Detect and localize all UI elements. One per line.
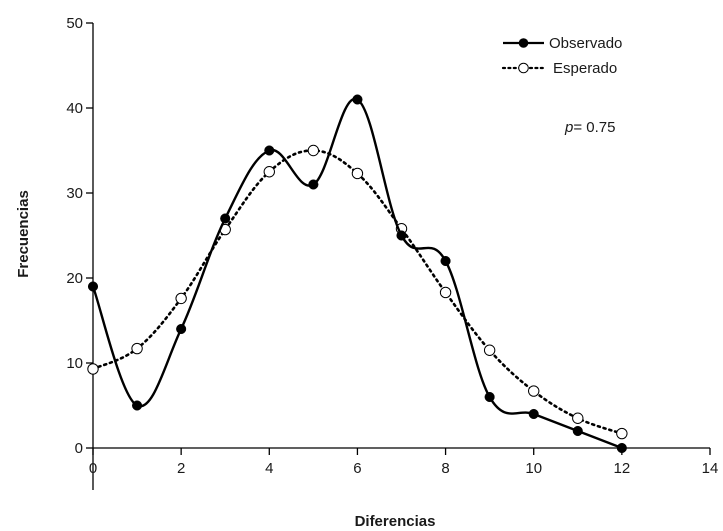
data-point-observado (528, 408, 539, 420)
x-tick-label: 14 (702, 460, 719, 477)
y-tick-label: 50 (66, 15, 83, 32)
legend-item-esperado: Esperado (501, 60, 617, 77)
data-point-observado (264, 145, 275, 156)
series-line-esperado (91, 149, 624, 435)
data-point-observado (396, 230, 407, 241)
x-tick-label: 10 (525, 460, 542, 477)
data-point-observado (352, 94, 363, 105)
legend-observado-marker (518, 38, 529, 48)
y-tick-label: 0 (75, 440, 83, 457)
data-point-observado (176, 323, 187, 335)
x-tick-label: 2 (177, 460, 185, 477)
p-value-text: = 0.75 (573, 119, 615, 136)
data-point-observado (87, 281, 99, 292)
legend-esperado-marker (518, 62, 529, 74)
x-tick-label: 0 (89, 460, 97, 477)
data-point-esperado (483, 344, 496, 356)
data-point-observado (220, 213, 231, 224)
ticks: 0 10 20 30 40 50 0 2 4 6 8 10 12 14 (66, 15, 718, 477)
data-point-esperado (351, 167, 364, 180)
series-layer (87, 94, 628, 454)
x-tick-label: 12 (614, 460, 631, 477)
data-point-observado (308, 179, 319, 190)
legend-esperado-label: Esperado (553, 60, 617, 77)
data-point-esperado (439, 286, 452, 299)
axes (92, 23, 710, 490)
legend: Observado Esperado (501, 35, 622, 77)
y-tick-label: 20 (66, 270, 83, 287)
y-tick-label: 40 (66, 100, 83, 117)
y-axis-title: Frecuencias (15, 190, 32, 278)
x-axis-title: Diferencias (355, 513, 436, 530)
data-point-observado (132, 400, 143, 411)
data-point-esperado (307, 144, 320, 157)
x-tick-label: 4 (265, 460, 273, 477)
series-line-observado (91, 97, 623, 450)
y-tick-label: 10 (66, 355, 83, 372)
legend-item-observado: Observado (503, 35, 622, 52)
data-point-esperado (572, 412, 584, 424)
legend-observado-label: Observado (549, 35, 622, 52)
data-point-observado (440, 255, 451, 267)
data-point-esperado (528, 385, 540, 397)
x-tick-label: 8 (441, 460, 449, 477)
p-value-annotation: p= 0.75 (564, 119, 615, 136)
data-point-esperado (175, 292, 187, 305)
p-value-symbol: p (564, 119, 573, 136)
y-tick-label: 30 (66, 185, 83, 202)
data-point-observado (484, 391, 495, 403)
data-point-esperado (263, 166, 275, 178)
data-point-esperado (616, 427, 628, 440)
x-tick-label: 6 (353, 460, 361, 477)
data-point-esperado (87, 363, 99, 375)
data-point-observado (572, 425, 583, 437)
data-point-esperado (131, 342, 143, 355)
data-point-observado (616, 442, 627, 454)
